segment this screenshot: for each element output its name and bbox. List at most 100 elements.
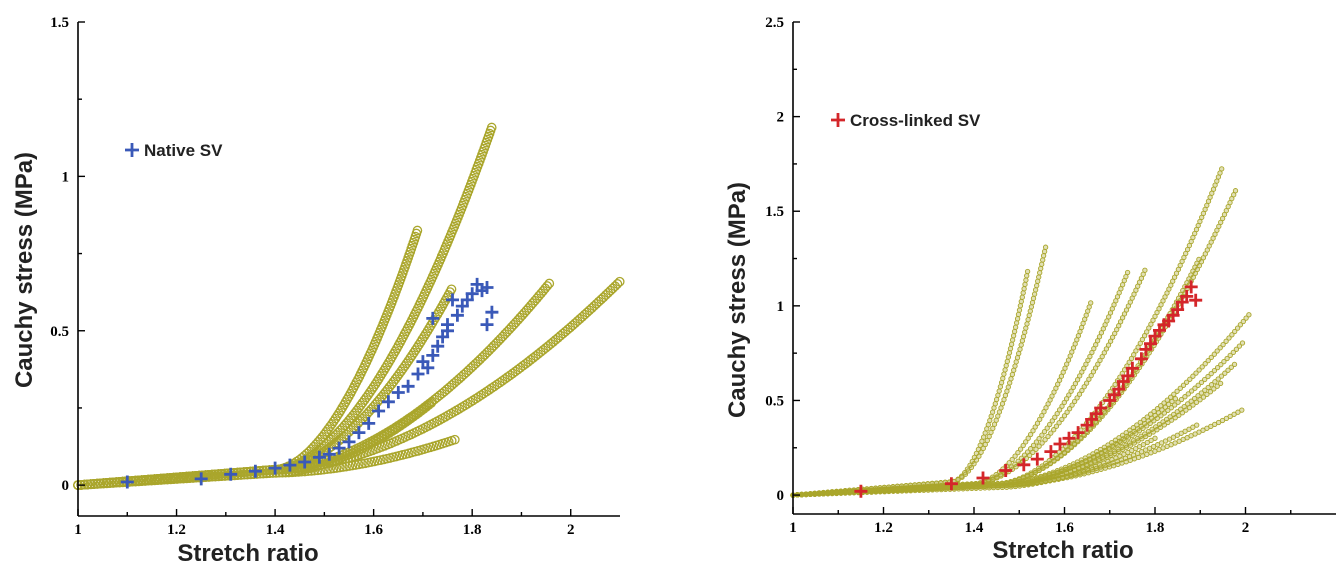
data-point <box>1016 350 1022 357</box>
data-point <box>942 486 949 493</box>
data-point <box>989 474 996 480</box>
data-point <box>1036 435 1042 442</box>
y-tick-label: 0.5 <box>50 324 69 340</box>
data-point <box>1152 435 1158 441</box>
data-point <box>816 491 822 497</box>
data-point <box>877 489 883 495</box>
data-point <box>1030 449 1036 456</box>
data-point <box>1017 303 1024 309</box>
y-axis-title: Cauchy stress (MPa) <box>11 152 38 388</box>
data-point <box>1043 405 1049 411</box>
data-point <box>426 311 440 325</box>
data-point <box>1036 274 1042 280</box>
data-point <box>1038 265 1044 272</box>
data-point <box>1198 379 1205 386</box>
data-point <box>1198 390 1205 396</box>
data-point <box>1058 452 1064 458</box>
data-point <box>306 466 317 476</box>
data-point <box>1036 443 1042 449</box>
data-point <box>1117 319 1124 325</box>
x-tick-label: 1.4 <box>266 522 285 538</box>
chart-panel-1: 1 1.2 1.4 1.6 1.8 2 0 0.5 1 1.5 Stretch ratio Cauch… <box>11 15 625 567</box>
data-point <box>1064 409 1070 415</box>
data-point <box>825 491 831 497</box>
data-point <box>1088 300 1094 306</box>
data-point <box>156 475 166 485</box>
data-point <box>1061 399 1067 406</box>
y-tick-label: 0.5 <box>765 393 784 409</box>
data-point <box>372 376 382 387</box>
data-point <box>838 490 844 496</box>
legend-marker <box>831 113 845 127</box>
data-point <box>1199 364 1205 370</box>
data-point <box>362 416 376 430</box>
data-point <box>985 422 991 428</box>
data-point <box>982 441 988 448</box>
data-point <box>89 479 99 489</box>
data-point <box>1064 473 1070 479</box>
data-point <box>258 468 269 479</box>
data-point <box>1033 446 1039 452</box>
data-point <box>290 467 301 477</box>
data-point <box>1193 370 1199 376</box>
data-point <box>1016 307 1023 313</box>
data-point <box>997 384 1004 390</box>
data-point <box>1183 379 1190 385</box>
data-point <box>486 122 497 133</box>
data-point <box>95 478 106 489</box>
data-point <box>1039 261 1045 267</box>
data-point <box>1068 444 1074 450</box>
data-point <box>1144 329 1150 335</box>
data-point <box>1035 278 1041 284</box>
data-point <box>381 395 395 409</box>
chart-panel-2: 1 1.2 1.4 1.6 1.8 2 0 0.5 1 1.5 2 2.5 Stretch ratio C… <box>724 15 1336 564</box>
data-point <box>204 472 214 482</box>
data-point <box>1022 329 1028 335</box>
data-point <box>1208 382 1215 388</box>
data-point <box>1232 328 1238 335</box>
data-point <box>1246 312 1252 318</box>
data-point <box>328 463 339 474</box>
data-point <box>1005 354 1012 360</box>
data-point <box>1208 370 1214 377</box>
data-point <box>998 405 1004 411</box>
data-point <box>1105 342 1112 348</box>
data-point <box>441 318 454 332</box>
data-point <box>1009 371 1016 378</box>
data-point <box>423 400 434 410</box>
data-point <box>991 405 997 411</box>
data-point <box>223 470 233 481</box>
data-point <box>1023 439 1029 445</box>
data-point <box>168 474 179 484</box>
data-point <box>181 473 192 484</box>
data-point <box>1023 325 1029 331</box>
data-point <box>1061 449 1067 456</box>
data-point <box>391 386 405 399</box>
data-point <box>1009 456 1015 463</box>
data-point <box>448 407 459 417</box>
y-axis-title: Cauchy stress (MPa) <box>724 182 751 418</box>
data-point <box>1079 387 1085 394</box>
data-point <box>995 392 1001 398</box>
data-point <box>1195 382 1201 388</box>
data-point <box>1000 375 1006 382</box>
data-point <box>982 430 988 436</box>
data-point <box>1211 351 1217 357</box>
legend-label: Cross-linked SV <box>850 111 981 130</box>
data-point <box>1013 359 1019 365</box>
data-point <box>417 334 428 345</box>
data-point <box>960 486 966 492</box>
data-point <box>1092 365 1099 371</box>
data-point <box>990 484 997 491</box>
data-point <box>1027 431 1034 438</box>
data-point <box>426 398 437 408</box>
data-point <box>1020 442 1026 449</box>
data-point <box>890 488 896 494</box>
data-point <box>1101 350 1107 356</box>
data-point <box>462 398 473 409</box>
data-point <box>1172 396 1179 402</box>
data-point <box>1048 430 1054 436</box>
data-point <box>1044 425 1050 431</box>
data-point <box>1240 318 1246 325</box>
data-point <box>542 281 553 291</box>
